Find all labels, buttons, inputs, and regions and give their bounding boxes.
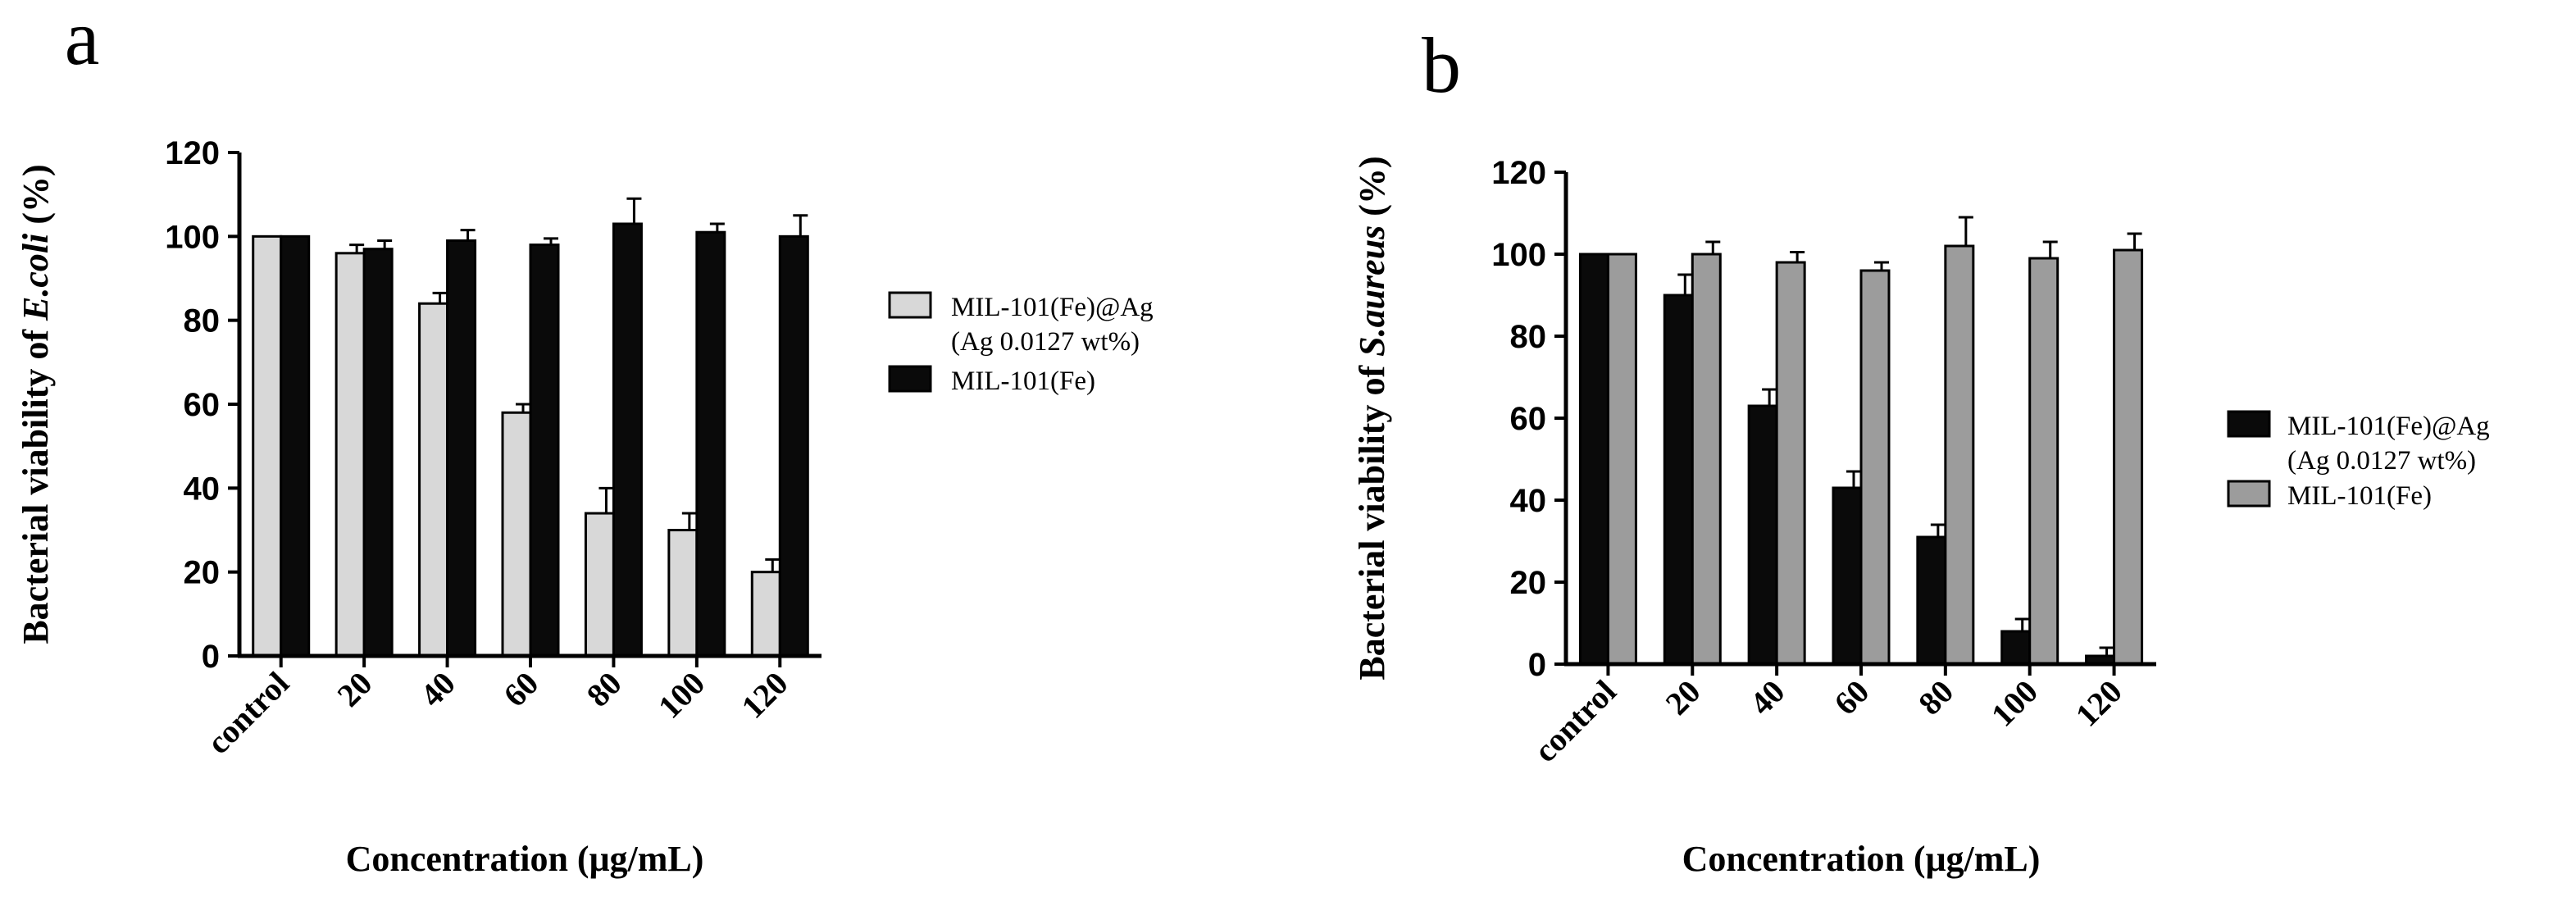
bar xyxy=(584,512,615,658)
bar xyxy=(1832,486,1863,666)
panel-label: a xyxy=(65,0,100,81)
legend-label: MIL-101(Fe)@Ag xyxy=(951,293,1154,322)
bar xyxy=(1606,253,1637,666)
x-tick-label: 60 xyxy=(496,665,545,714)
x-tick-label: 40 xyxy=(1742,673,1791,722)
x-tick-label: 40 xyxy=(413,665,462,714)
y-tick-label: 80 xyxy=(1510,319,1547,355)
x-tick-label: 20 xyxy=(1659,673,1708,722)
bar xyxy=(667,529,699,658)
bar xyxy=(2000,630,2032,666)
bar xyxy=(695,230,726,658)
bar xyxy=(1916,535,1947,666)
bar xyxy=(2113,248,2144,666)
y-axis-label-unit: (%) xyxy=(16,164,56,233)
y-tick-label: 0 xyxy=(202,639,220,675)
bar xyxy=(280,234,311,658)
y-tick-label: 60 xyxy=(1510,401,1547,437)
bar xyxy=(1944,244,1975,666)
bar xyxy=(335,252,366,658)
legend-label: (Ag 0.0127 wt%) xyxy=(951,327,1140,357)
bar xyxy=(501,411,532,658)
legend-label: MIL-101(Fe) xyxy=(951,366,1095,396)
x-tick-label: 20 xyxy=(330,665,379,714)
bar xyxy=(2028,257,2059,666)
legend-label: MIL-101(Fe)@Ag xyxy=(2287,412,2490,441)
bar xyxy=(252,234,283,658)
x-tick-label: 120 xyxy=(734,665,794,726)
bar xyxy=(529,244,560,658)
y-tick-label: 20 xyxy=(184,555,221,591)
legend-swatch xyxy=(2227,480,2271,508)
bar xyxy=(1747,404,1778,666)
y-axis-label-unit: (%) xyxy=(1352,156,1392,225)
bar xyxy=(418,302,449,658)
x-tick-label: 120 xyxy=(2069,673,2129,734)
chart-panel-a: a control 20 40 60 80 100 120 0 20 40 60 80 100 120 Bac… xyxy=(16,0,1154,879)
x-tick-label: 100 xyxy=(1984,673,2045,734)
x-tick-label: 80 xyxy=(580,665,629,714)
bar xyxy=(446,239,477,658)
bar xyxy=(612,222,643,658)
y-axis-label-prefix: Bacterial viability of xyxy=(16,321,56,644)
y-tick-label: 100 xyxy=(165,219,220,255)
y-tick-label: 40 xyxy=(184,471,221,507)
x-tick-label: control xyxy=(1527,673,1623,770)
y-tick-label: 80 xyxy=(184,303,221,339)
bar xyxy=(1691,253,1722,666)
y-tick-label: 60 xyxy=(184,387,221,423)
x-tick-label: control xyxy=(199,665,296,762)
y-tick-label: 40 xyxy=(1510,483,1547,519)
bar xyxy=(778,234,809,658)
y-axis-label: Bacterial viability of E.coli (%) xyxy=(16,164,56,644)
x-axis-label: Concentration (μg/mL) xyxy=(346,839,704,879)
x-tick-label: 60 xyxy=(1827,673,1876,722)
legend-swatch xyxy=(888,365,932,393)
y-axis-label-organism: S.aureus xyxy=(1352,225,1392,357)
legend-label: MIL-101(Fe) xyxy=(2287,481,2432,511)
y-tick-label: 0 xyxy=(1528,647,1546,683)
legend-swatch xyxy=(2227,410,2271,438)
legend-label: (Ag 0.0127 wt%) xyxy=(2287,446,2476,476)
x-tick-label: 100 xyxy=(651,665,712,726)
y-tick-label: 100 xyxy=(1491,237,1546,273)
bar xyxy=(362,248,394,658)
bar xyxy=(750,571,781,658)
bar xyxy=(1663,294,1694,666)
bar xyxy=(1859,269,1891,666)
y-tick-label: 120 xyxy=(1491,155,1546,191)
y-tick-label: 20 xyxy=(1510,565,1547,601)
y-axis-label-prefix: Bacterial viability of xyxy=(1352,357,1392,681)
y-axis-label-organism: E.coli xyxy=(16,233,56,321)
chart-panel-b: b control 20 40 60 80 100 120 0 20 40 60 80 100 120 Bac… xyxy=(1352,21,2490,879)
legend-swatch xyxy=(888,291,932,319)
bar xyxy=(1775,261,1806,666)
panel-label: b xyxy=(1422,21,1461,109)
bar xyxy=(1578,253,1609,666)
y-tick-label: 120 xyxy=(165,135,220,171)
x-axis-label: Concentration (μg/mL) xyxy=(1682,839,2041,879)
x-tick-label: 80 xyxy=(1911,673,1960,722)
y-axis-label: Bacterial viability of S.aureus (%) xyxy=(1352,156,1392,680)
